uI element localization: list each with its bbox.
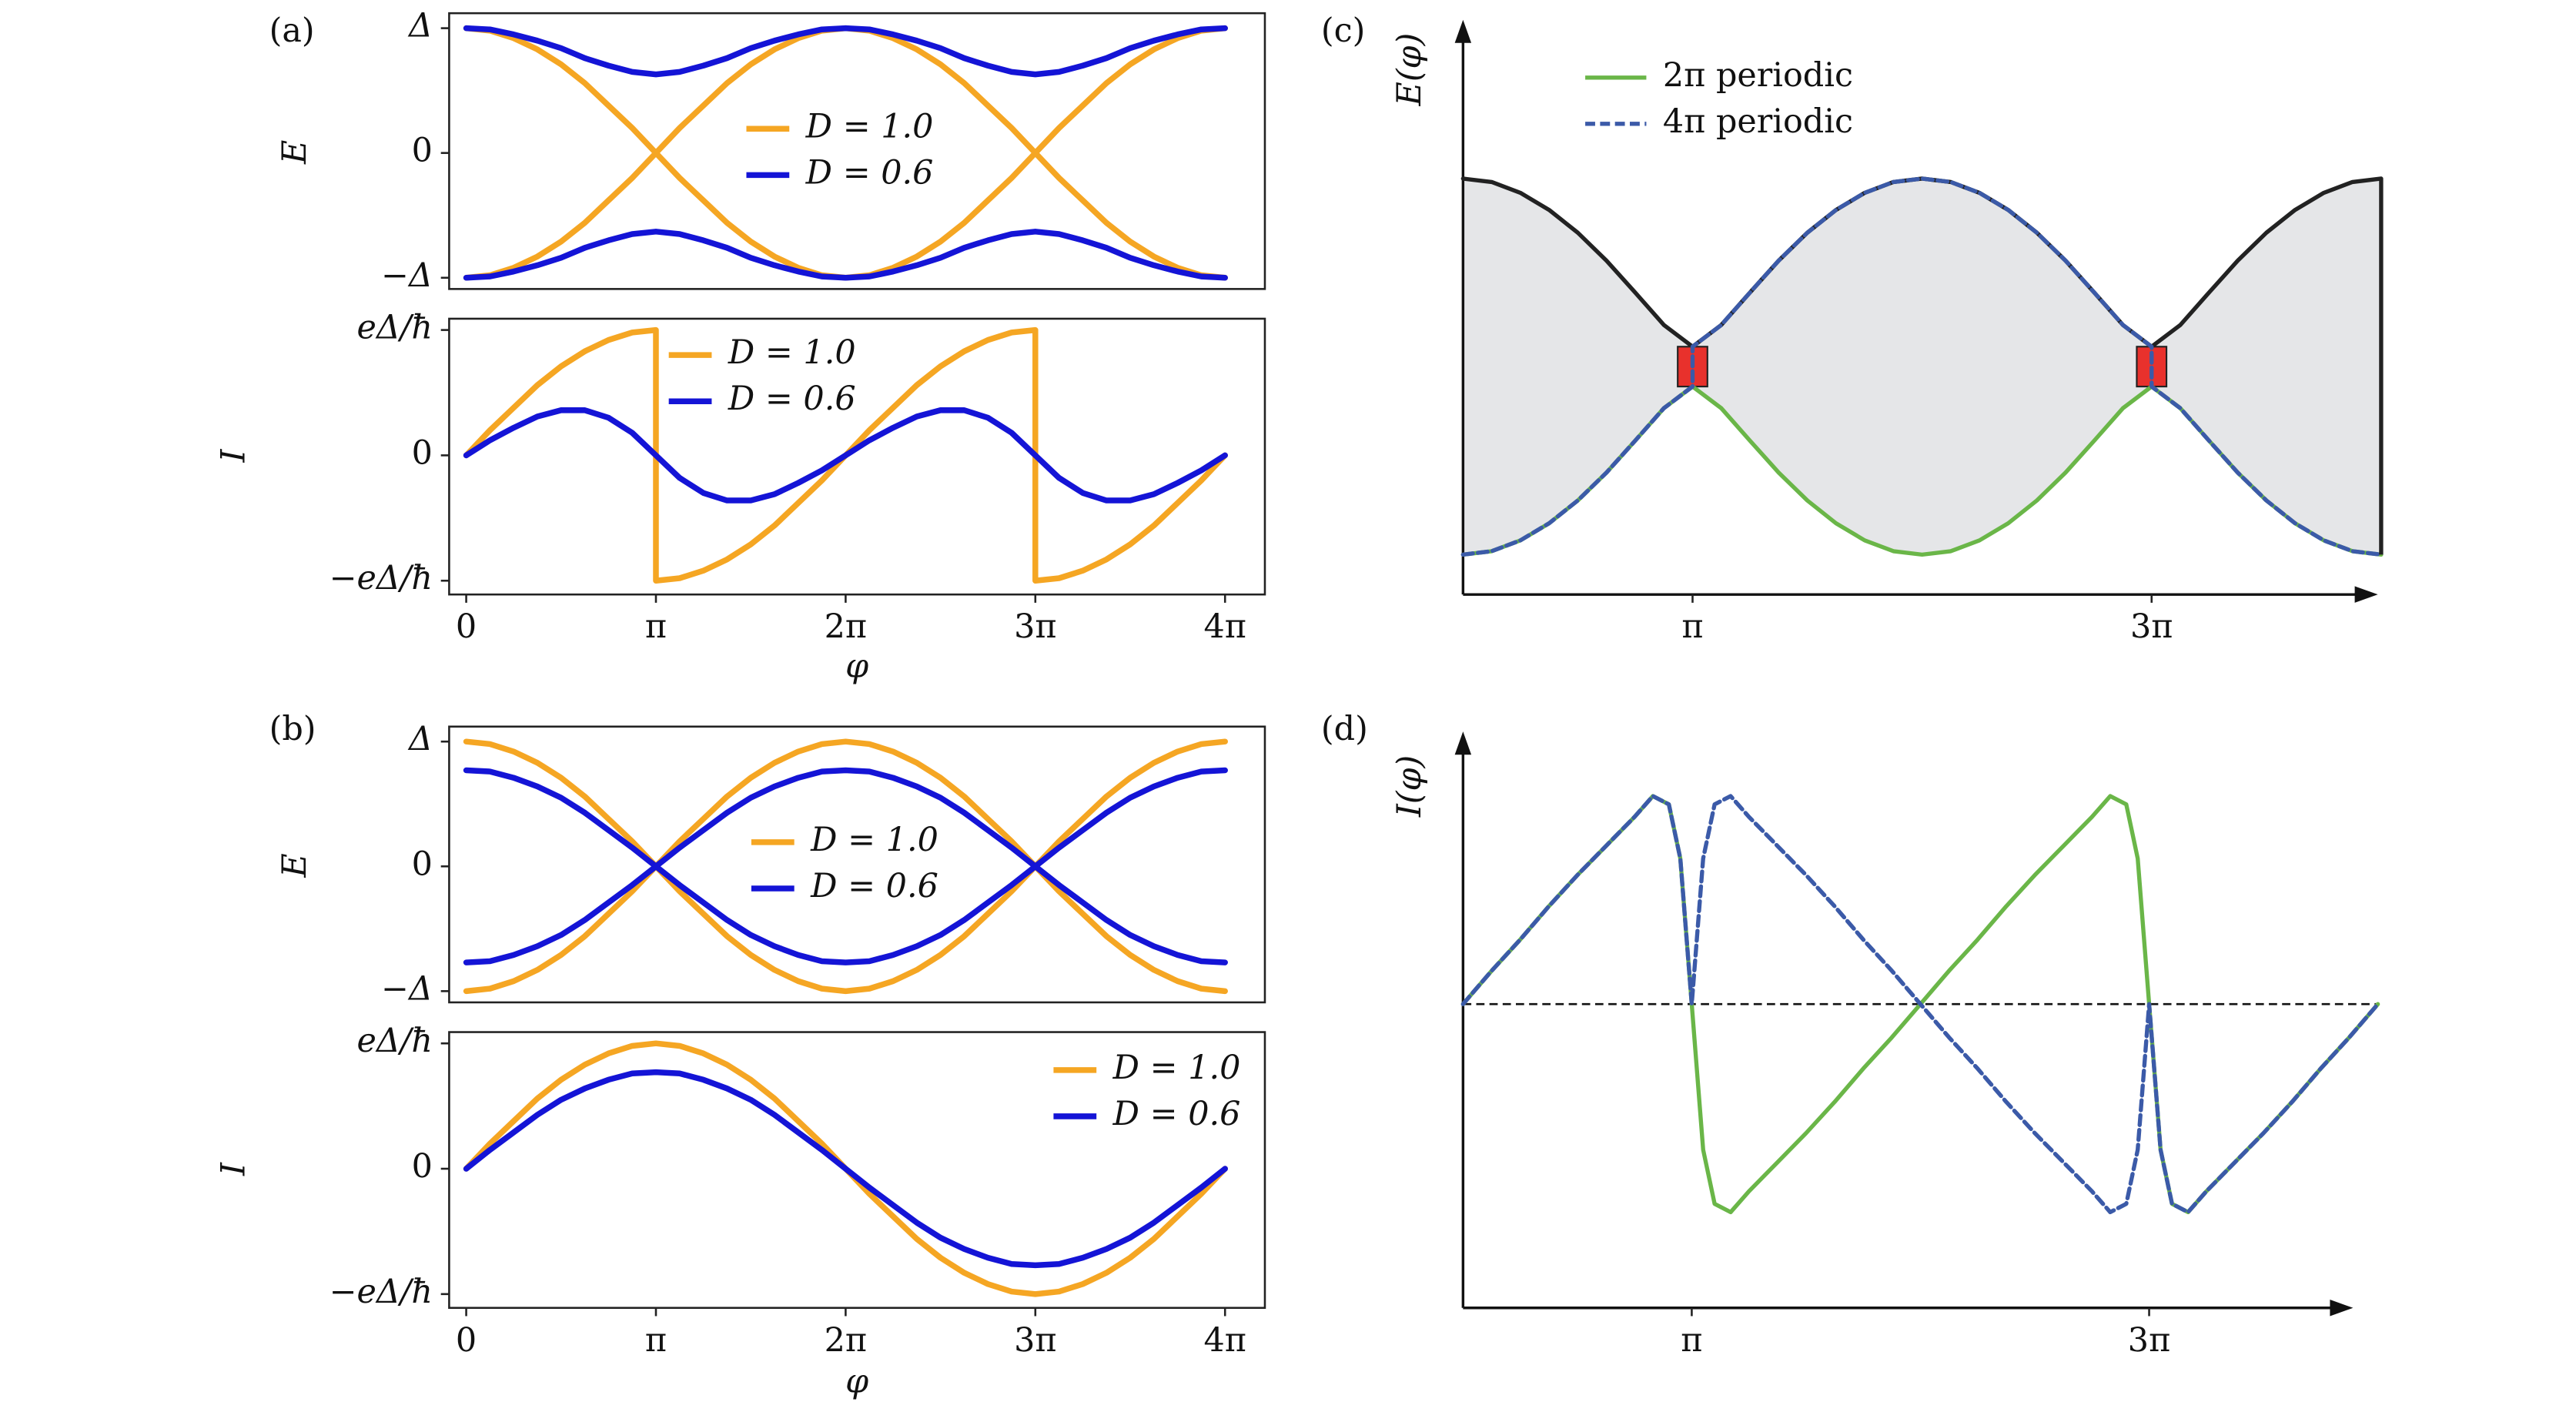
- x-axis-label: φ: [845, 1362, 868, 1400]
- band-fill: [1463, 178, 2381, 555]
- x-tick-label: 4π: [1203, 1321, 1246, 1360]
- line: [463, 407, 1228, 504]
- y-tick-label: Δ: [407, 7, 433, 45]
- line: [463, 738, 1228, 995]
- line: [463, 229, 1228, 281]
- legend-label: D = 0.6: [728, 380, 856, 418]
- line: [463, 25, 1228, 78]
- x-tick-label: 3π: [2128, 1321, 2170, 1360]
- x-tick-label: 0: [456, 607, 477, 646]
- y-axis-label: E: [276, 140, 314, 165]
- x-axis-arrow: [2330, 1300, 2354, 1317]
- y-axis-arrow: [1454, 19, 1472, 43]
- axes-frame: [448, 1031, 1266, 1310]
- y-tick-label: 0: [412, 1147, 433, 1186]
- y-tick-label: 0: [412, 433, 433, 472]
- line: [463, 1069, 1228, 1269]
- axes-frame: [448, 12, 1266, 290]
- y-tick-label: Δ: [407, 720, 433, 758]
- x-axis-label: φ: [845, 647, 868, 686]
- legend-label: D = 1.0: [805, 107, 934, 146]
- dashed-line: [1460, 176, 2384, 557]
- x-tick-label: 2π: [825, 607, 867, 646]
- legend-label: D = 1.0: [810, 821, 938, 859]
- x-tick-label: 0: [456, 1321, 477, 1360]
- legend-label: 2π periodic: [1663, 56, 1853, 95]
- x-tick-label: 3π: [2130, 607, 2173, 646]
- x-tick-label: 4π: [1203, 607, 1246, 646]
- x-tick-label: 3π: [1014, 607, 1056, 646]
- y-tick-label: −Δ: [381, 969, 433, 1008]
- y-axis-arrow: [1454, 731, 1472, 755]
- panel-label: (d): [1321, 710, 1368, 748]
- x-tick-label: 3π: [1014, 1321, 1056, 1360]
- dashed-line: [1460, 794, 2380, 1215]
- legend-label: D = 1.0: [1112, 1049, 1241, 1087]
- legend-label: 4π periodic: [1663, 102, 1853, 141]
- y-axis-label: I: [215, 448, 253, 463]
- panel-label: (b): [269, 710, 316, 748]
- line: [463, 767, 1228, 965]
- panel-label: (c): [1321, 12, 1365, 50]
- legend-label: D = 1.0: [728, 333, 856, 372]
- x-axis-arrow: [2354, 586, 2378, 603]
- axes-frame: [448, 725, 1266, 1004]
- y-axis-label: I(φ): [1390, 755, 1429, 818]
- axes-frame: [448, 317, 1266, 596]
- line: [463, 767, 1228, 965]
- legend-label: D = 0.6: [810, 867, 938, 905]
- y-axis-label: E: [276, 853, 314, 878]
- x-tick-label: π: [1681, 1321, 1702, 1360]
- x-tick-label: π: [645, 1321, 667, 1360]
- legend-label: D = 0.6: [1112, 1095, 1241, 1133]
- line: [463, 738, 1228, 995]
- y-tick-label: 0: [412, 132, 433, 170]
- x-tick-label: 2π: [825, 1321, 867, 1360]
- panel-label: (a): [269, 12, 315, 50]
- legend-label: D = 0.6: [805, 153, 934, 192]
- y-tick-label: −eΔ/ħ: [330, 559, 433, 597]
- y-tick-label: −eΔ/ħ: [330, 1273, 433, 1311]
- y-tick-label: eΔ/ħ: [357, 309, 433, 347]
- y-axis-label: E(φ): [1390, 33, 1429, 107]
- y-tick-label: eΔ/ħ: [357, 1022, 433, 1060]
- y-axis-label: I: [215, 1162, 253, 1176]
- y-tick-label: 0: [412, 845, 433, 883]
- x-tick-label: π: [645, 607, 667, 646]
- x-tick-label: π: [1681, 607, 1703, 646]
- y-tick-label: −Δ: [381, 256, 433, 295]
